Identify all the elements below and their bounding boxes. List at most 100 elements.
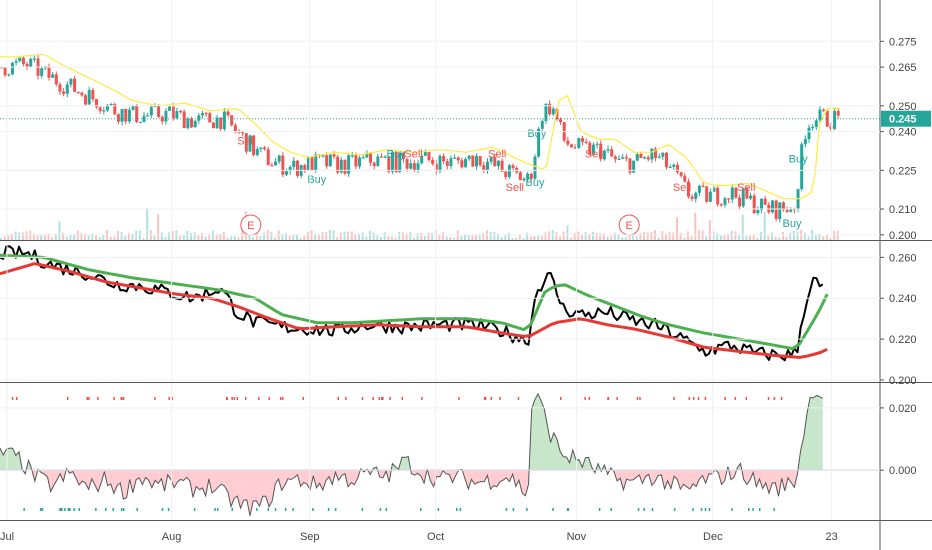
candle-body xyxy=(708,191,712,202)
volume-bar xyxy=(416,233,419,240)
candle-body xyxy=(734,187,738,198)
volume-bar xyxy=(306,231,309,240)
candle-body xyxy=(822,109,826,111)
volume-bar xyxy=(47,233,50,240)
signal-tick xyxy=(459,508,462,511)
volume-bar xyxy=(580,234,583,240)
candle-body xyxy=(518,172,522,181)
candle-body xyxy=(343,159,347,174)
signal-tick xyxy=(226,397,228,400)
candle-body xyxy=(292,160,296,167)
signal-tick xyxy=(610,508,612,511)
candle-body xyxy=(310,157,314,171)
volume-bar xyxy=(778,237,781,240)
candle-body xyxy=(138,121,142,124)
volume-bar xyxy=(182,234,185,240)
volume-bar xyxy=(657,237,660,240)
candle-body xyxy=(255,149,259,155)
candle-body xyxy=(295,160,299,176)
volume-bar xyxy=(336,237,339,240)
volume-bar xyxy=(803,232,806,240)
candle-body xyxy=(409,163,413,169)
candle-body xyxy=(493,157,497,167)
candle-body xyxy=(548,103,552,115)
candle-body xyxy=(288,166,292,172)
volume-bar xyxy=(427,232,430,240)
volume-bar xyxy=(460,235,463,240)
candle-body xyxy=(537,128,541,157)
signal-tick xyxy=(673,397,675,400)
candle-body xyxy=(570,144,574,148)
x-tick-label: Dec xyxy=(703,531,723,543)
ma-series-line xyxy=(0,262,828,359)
candle-body xyxy=(175,111,179,119)
x-tick-label: Oct xyxy=(427,531,444,543)
candle-body xyxy=(624,157,628,159)
candle-body xyxy=(361,157,365,159)
candle-body xyxy=(705,186,709,202)
candle-body xyxy=(632,160,636,173)
volume-bar xyxy=(325,232,328,240)
volume-bar xyxy=(507,232,510,240)
volume-bar xyxy=(171,230,174,240)
candle-body xyxy=(193,120,197,128)
signal-tick xyxy=(651,508,654,511)
volume-bar xyxy=(124,236,127,240)
signal-tick xyxy=(267,508,270,511)
volume-bar xyxy=(285,233,288,240)
volume-bar xyxy=(814,234,817,240)
signal-tick xyxy=(421,397,423,400)
candle-body xyxy=(394,152,398,173)
signal-tick xyxy=(704,397,707,400)
signal-tick xyxy=(312,508,314,511)
volume-bar xyxy=(690,236,693,240)
signal-tick xyxy=(688,397,691,400)
signal-label: Sell xyxy=(237,136,255,148)
volume-bar xyxy=(602,233,605,240)
volume-bar xyxy=(767,235,770,240)
candle-body xyxy=(54,74,58,85)
candle-body xyxy=(87,89,91,105)
volume-bar xyxy=(10,233,13,240)
volume-bar xyxy=(632,235,635,240)
candle-body xyxy=(102,110,106,112)
candle-body xyxy=(91,89,95,100)
volume-bar xyxy=(511,237,514,240)
candle-body xyxy=(168,106,172,111)
signal-tick xyxy=(588,397,591,400)
candle-body xyxy=(369,152,373,163)
volume-bar xyxy=(752,235,755,240)
oscillator-negative-fill xyxy=(0,470,823,516)
candle-body xyxy=(281,155,285,175)
volume-bar xyxy=(449,236,452,240)
candle-body xyxy=(0,67,3,69)
volume-bar xyxy=(792,230,795,240)
volume-bar xyxy=(222,231,225,240)
volume-bar xyxy=(537,235,540,240)
volume-bar xyxy=(555,232,558,240)
candle-body xyxy=(7,74,11,76)
volume-bar xyxy=(259,236,262,240)
volume-bar xyxy=(412,237,415,240)
moving-average-panel xyxy=(0,245,829,362)
volume-bar xyxy=(796,232,799,240)
volume-bar xyxy=(80,232,83,240)
candle-body xyxy=(32,58,36,60)
volume-bar xyxy=(591,231,594,240)
candle-body xyxy=(785,209,789,212)
volume-bar xyxy=(76,230,79,240)
candle-body xyxy=(526,173,530,179)
candle-body xyxy=(800,144,804,190)
signal-tick xyxy=(700,508,703,511)
volume-bar xyxy=(807,236,810,240)
candle-body xyxy=(127,109,131,122)
candle-body xyxy=(675,164,679,173)
candle-body xyxy=(350,155,354,157)
volume-bar xyxy=(394,237,397,240)
volume-bar xyxy=(741,214,744,240)
volume-bar xyxy=(274,237,277,240)
signal-tick xyxy=(773,397,776,400)
signal-tick xyxy=(59,508,61,511)
signal-tick xyxy=(284,508,287,511)
volume-bar xyxy=(295,234,298,240)
